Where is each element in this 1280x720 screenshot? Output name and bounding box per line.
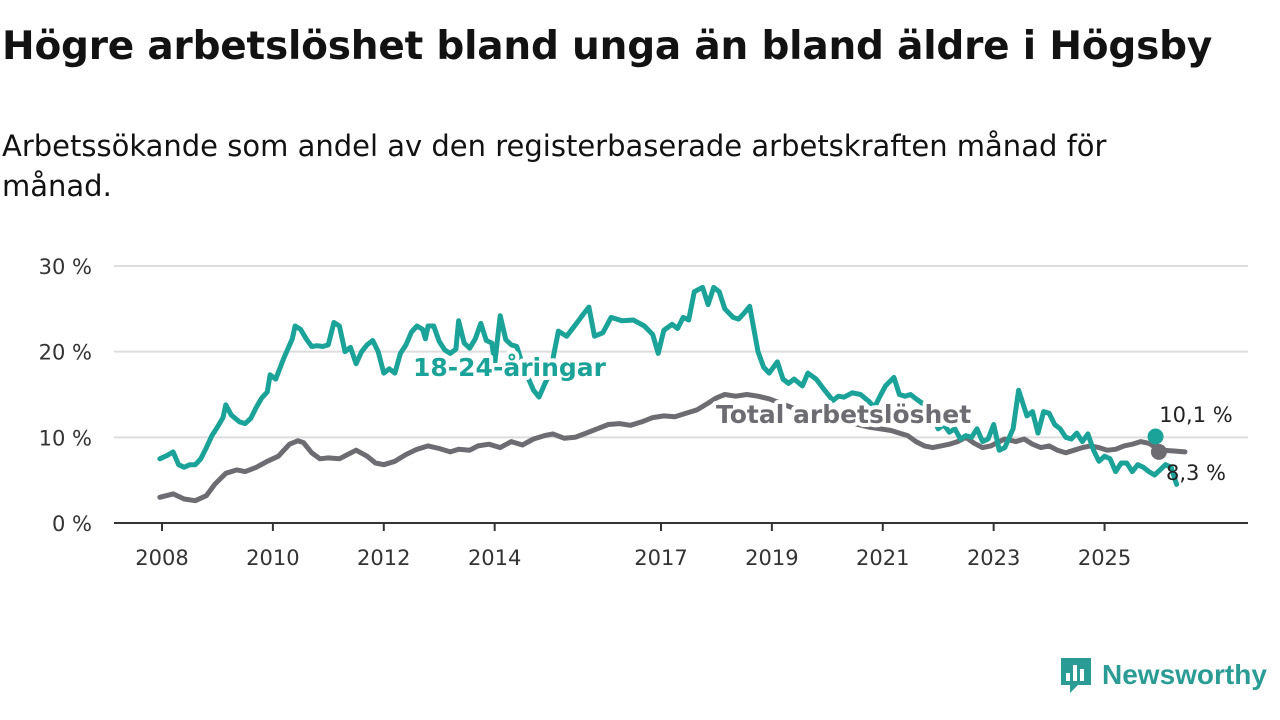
y-tick-label: 30 % — [39, 255, 92, 279]
x-tick-label: 2014 — [468, 546, 521, 570]
end-label-total: 8,3 % — [1166, 461, 1226, 485]
end-dot-young — [1147, 428, 1164, 445]
chart-subtitle: Arbetssökande som andel av den registerb… — [2, 129, 1107, 203]
end-label-young: 10,1 % — [1159, 403, 1232, 427]
newsworthy-logo: Newsworthy — [1058, 654, 1267, 696]
y-tick-label: 0 % — [52, 512, 92, 536]
x-tick-label: 2019 — [745, 546, 798, 570]
series-label-total: Total arbetslöshet — [716, 400, 971, 429]
line-chart: 0 % 10 % 20 % 30 % 2008 2010 2012 2014 2017 2019 2… — [39, 255, 1248, 570]
x-tick-label: 2010 — [246, 546, 299, 570]
x-tick-label: 2023 — [967, 546, 1020, 570]
y-tick-label: 10 % — [39, 426, 92, 450]
chart-title: Högre arbetslöshet bland unga än bland ä… — [2, 24, 1213, 69]
x-tick-label: 2021 — [856, 546, 909, 570]
series-label-young: 18-24-åringar — [413, 353, 607, 382]
series-line-total — [157, 392, 1188, 504]
series-label-total-halo: Total arbetslöshet — [716, 400, 971, 429]
series-line-young — [157, 284, 1180, 487]
x-tick-label: 2012 — [357, 546, 410, 570]
x-tick-label: 2025 — [1078, 546, 1131, 570]
x-tick-label: 2017 — [634, 546, 687, 570]
x-tick-label: 2008 — [135, 546, 188, 570]
end-dot-total — [1150, 443, 1167, 460]
series-label-young-halo: 18-24-åringar — [413, 353, 607, 382]
y-tick-label: 20 % — [39, 341, 92, 365]
bar-chart-icon — [1061, 658, 1091, 693]
brand-name: Newsworthy — [1102, 659, 1267, 690]
